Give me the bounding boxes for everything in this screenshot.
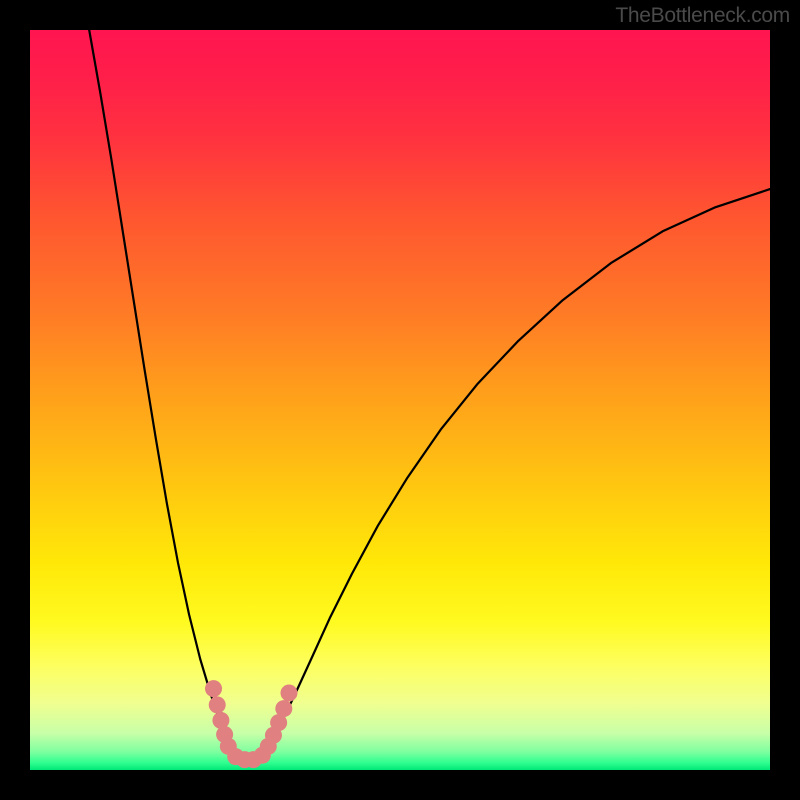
chart-container: TheBottleneck.com — [0, 0, 800, 800]
chart-svg — [0, 0, 800, 800]
watermark-text: TheBottleneck.com — [615, 4, 790, 28]
